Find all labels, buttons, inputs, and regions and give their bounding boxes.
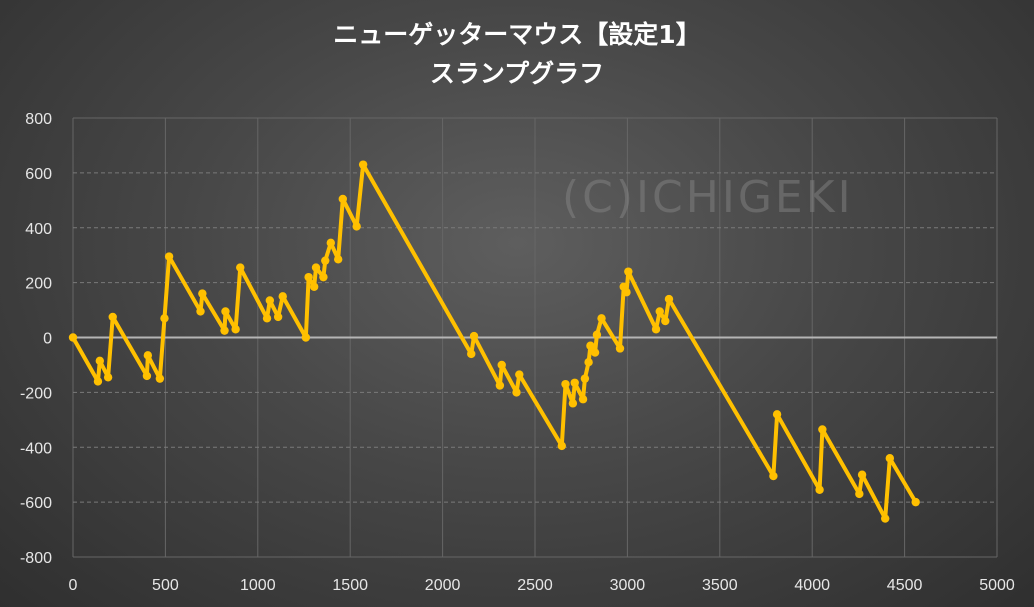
- x-tick-label-5: 2500: [517, 577, 553, 594]
- horizontal-gridlines: [73, 117, 997, 558]
- x-tick-label-4: 2000: [425, 577, 461, 594]
- data-point-55: [664, 294, 674, 304]
- x-tick-label-3: 1500: [332, 577, 368, 594]
- chart-subtitle: スランプグラフ: [430, 59, 604, 88]
- watermark-text: (C)ICHIGEKI: [562, 172, 854, 223]
- data-point-8: [160, 314, 169, 323]
- x-tick-label-8: 4000: [794, 577, 830, 594]
- data-point-25: [321, 256, 330, 265]
- data-point-18: [273, 312, 283, 322]
- data-point-36: [515, 370, 524, 379]
- data-point-7: [155, 374, 165, 383]
- data-point-28: [338, 194, 348, 204]
- x-tick-label-9: 4500: [887, 577, 923, 594]
- data-point-3: [103, 373, 113, 382]
- data-point-22: [309, 282, 319, 291]
- x-tick-label-2: 1000: [240, 577, 276, 594]
- x-tick-label-7: 3500: [702, 577, 738, 594]
- y-tick-label-7: -600: [20, 495, 52, 512]
- data-point-17: [265, 296, 275, 305]
- data-point-2: [95, 356, 104, 366]
- data-point-19: [278, 292, 287, 301]
- y-tick-label-5: -200: [20, 385, 52, 402]
- data-point-48: [615, 344, 625, 353]
- data-point-41: [578, 395, 588, 404]
- data-point-50: [622, 288, 631, 297]
- data-point-0: [68, 333, 78, 342]
- y-tick-label-6: -400: [20, 440, 52, 457]
- data-point-40: [570, 378, 579, 387]
- data-point-54: [661, 316, 670, 326]
- data-point-51: [624, 267, 633, 276]
- data-point-35: [512, 388, 521, 397]
- data-point-58: [815, 485, 824, 494]
- x-axis-ticks: 0 500 1000 1500 2000 2500 3000 3500 4000 4500 5000: [69, 577, 1015, 594]
- data-point-44: [586, 341, 595, 350]
- y-tick-label-2: 400: [25, 221, 52, 238]
- data-point-11: [198, 289, 207, 298]
- y-tick-label-0: 800: [25, 111, 52, 128]
- data-point-31: [467, 349, 476, 359]
- data-point-43: [584, 357, 593, 367]
- data-point-14: [231, 325, 240, 334]
- x-tick-label-10: 5000: [979, 577, 1015, 594]
- data-point-21: [304, 272, 313, 282]
- y-tick-label-8: -800: [20, 550, 52, 567]
- data-point-47: [597, 314, 606, 323]
- data-point-24: [319, 272, 328, 282]
- data-point-29: [352, 222, 361, 231]
- y-tick-label-4: 0: [43, 331, 52, 348]
- data-point-13: [221, 307, 230, 316]
- data-point-20: [301, 333, 311, 342]
- data-point-33: [495, 381, 505, 390]
- data-point-12: [220, 326, 229, 335]
- x-tick-label-0: 0: [69, 577, 78, 594]
- data-point-62: [880, 514, 890, 523]
- data-point-56: [769, 471, 778, 481]
- y-tick-label-3: 200: [25, 276, 52, 293]
- data-point-15: [236, 263, 245, 272]
- data-point-46: [592, 330, 602, 339]
- data-point-38: [561, 379, 570, 389]
- data-point-39: [568, 399, 578, 408]
- data-point-42: [580, 374, 590, 383]
- data-point-26: [326, 238, 335, 248]
- data-point-45: [590, 348, 600, 357]
- data-point-16: [262, 314, 272, 323]
- data-point-10: [196, 307, 205, 316]
- data-points: [68, 160, 920, 523]
- data-point-23: [311, 263, 321, 272]
- data-point-59: [818, 425, 827, 434]
- data-point-9: [164, 252, 174, 261]
- data-point-32: [469, 331, 479, 341]
- data-point-61: [857, 470, 867, 479]
- y-axis-ticks: 800 600 400 200 0 -200 -400 -600 -800: [20, 111, 52, 567]
- data-point-34: [497, 360, 506, 370]
- data-point-4: [108, 312, 117, 322]
- data-point-1: [93, 377, 103, 386]
- data-point-52: [651, 325, 661, 334]
- x-tick-label-1: 500: [152, 577, 179, 594]
- data-point-37: [557, 441, 566, 451]
- data-point-53: [655, 307, 664, 316]
- data-point-57: [772, 410, 782, 419]
- data-point-6: [143, 351, 153, 360]
- x-tick-label-6: 3000: [610, 577, 646, 594]
- data-point-5: [142, 371, 152, 381]
- data-point-60: [855, 489, 864, 499]
- data-point-64: [911, 497, 920, 507]
- y-tick-label-1: 600: [25, 166, 52, 183]
- data-point-27: [333, 255, 343, 264]
- data-point-30: [358, 160, 368, 169]
- data-point-63: [885, 454, 895, 463]
- chart-title: ニューゲッターマウス【設定1】: [333, 20, 700, 49]
